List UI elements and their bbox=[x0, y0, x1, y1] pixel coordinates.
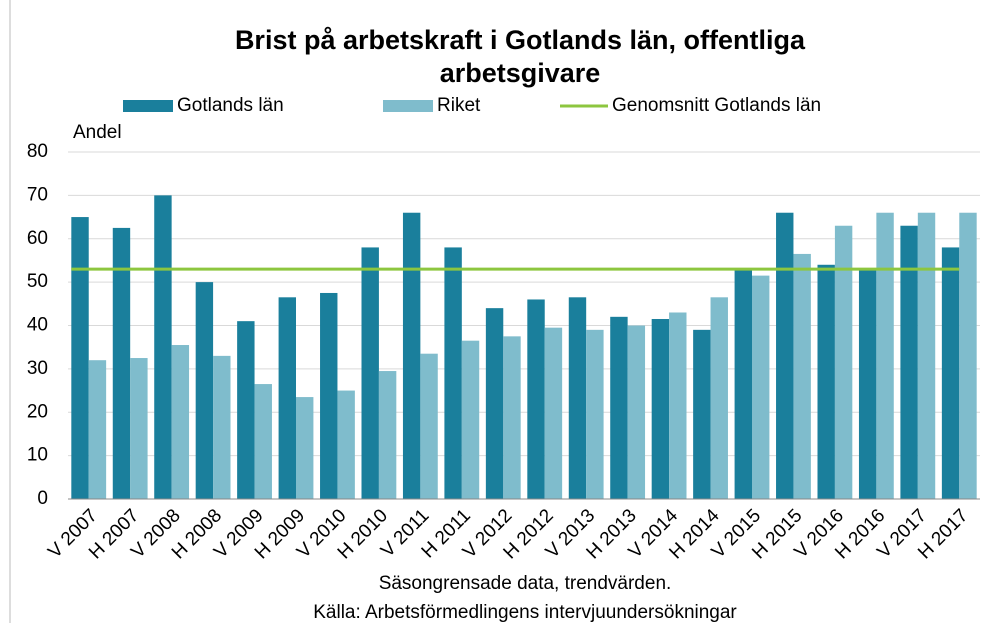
bar bbox=[420, 353, 438, 499]
bar bbox=[793, 253, 811, 499]
bar bbox=[213, 355, 231, 499]
note: Källa: Arbetsförmedlingens intervjuunder… bbox=[313, 602, 737, 623]
bar bbox=[254, 384, 272, 499]
y-tick-label: 20 bbox=[27, 401, 48, 422]
bar bbox=[941, 247, 960, 499]
bar bbox=[444, 247, 462, 499]
bar bbox=[734, 269, 752, 499]
bar bbox=[900, 225, 918, 500]
bar bbox=[776, 212, 794, 499]
bar bbox=[544, 327, 563, 499]
legend-label: Riket bbox=[437, 95, 481, 116]
legend-label: Gotlands län bbox=[177, 95, 284, 116]
y-axis-label: Andel bbox=[73, 122, 122, 143]
bar bbox=[337, 390, 355, 499]
bar bbox=[627, 325, 646, 499]
bar bbox=[669, 312, 687, 499]
bar bbox=[296, 397, 314, 499]
bar bbox=[568, 297, 587, 499]
legend-label: Genomsnitt Gotlands län bbox=[612, 95, 821, 116]
note: Säsongrensade data, trendvärden. bbox=[379, 573, 672, 594]
bar bbox=[320, 292, 338, 499]
bar bbox=[503, 336, 521, 499]
bar bbox=[71, 217, 89, 499]
bar bbox=[154, 195, 172, 499]
bar bbox=[402, 212, 421, 499]
y-tick-label: 10 bbox=[27, 445, 48, 466]
chart-title: Brist på arbetskraft i Gotlands län, off… bbox=[235, 25, 806, 55]
y-tick-label: 0 bbox=[37, 488, 48, 509]
bar bbox=[834, 225, 853, 500]
y-tick-label: 80 bbox=[27, 141, 48, 162]
bar bbox=[361, 247, 379, 499]
bar bbox=[817, 264, 835, 499]
bar bbox=[752, 275, 770, 499]
legend-swatch bbox=[383, 100, 433, 112]
bar bbox=[586, 329, 604, 499]
bar bbox=[651, 318, 670, 499]
bar bbox=[693, 329, 711, 499]
bar bbox=[171, 345, 190, 499]
bar bbox=[88, 360, 107, 499]
bar bbox=[278, 297, 296, 499]
bar bbox=[485, 308, 504, 499]
legend-swatch bbox=[123, 100, 173, 112]
y-tick-label: 60 bbox=[27, 228, 48, 249]
bar bbox=[112, 227, 131, 499]
bar bbox=[461, 340, 480, 499]
bar bbox=[917, 212, 936, 499]
y-tick-label: 40 bbox=[27, 315, 48, 336]
y-tick-label: 50 bbox=[27, 271, 48, 292]
bar bbox=[876, 212, 894, 499]
bar bbox=[610, 316, 628, 499]
bar bbox=[527, 299, 545, 499]
bar bbox=[710, 297, 728, 499]
bar bbox=[130, 358, 148, 499]
bar bbox=[858, 269, 877, 499]
bar bbox=[959, 212, 977, 499]
y-tick-label: 70 bbox=[27, 184, 48, 205]
chart-title: arbetsgivare bbox=[440, 58, 601, 88]
bar bbox=[237, 321, 255, 499]
y-tick-label: 30 bbox=[27, 358, 48, 379]
bar bbox=[195, 282, 214, 499]
bar bbox=[378, 371, 397, 499]
